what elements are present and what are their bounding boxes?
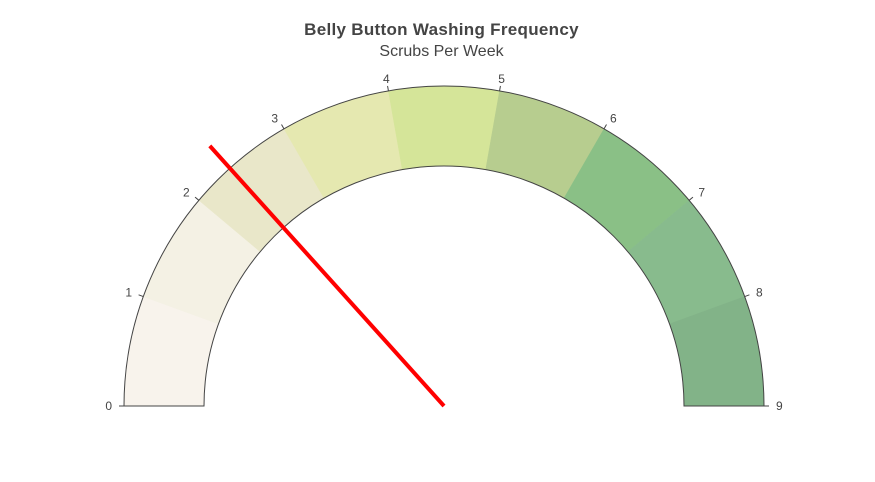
gauge-step-4 <box>388 85 500 170</box>
gauge-tick-label-0: 0 <box>105 399 112 413</box>
gauge-ticks: 0 1 2 3 4 5 6 7 8 9 <box>105 72 783 413</box>
gauge-tick-label-5: 5 <box>498 72 505 86</box>
gauge-tick-5 <box>499 85 501 91</box>
gauge-steps <box>123 85 765 407</box>
gauge-tick-label-4: 4 <box>383 72 390 86</box>
gauge-tick-label-9: 9 <box>776 399 783 413</box>
gauge-tick-label-2: 2 <box>183 186 190 200</box>
gauge-tick-label-8: 8 <box>756 285 763 299</box>
gauge-tick-1 <box>138 294 144 298</box>
gauge-needle-layer <box>208 144 446 408</box>
gauge-tick-label-7: 7 <box>698 186 705 200</box>
gauge-tick-label-1: 1 <box>125 285 132 299</box>
chart-subtitle: Scrubs Per Week <box>379 43 504 60</box>
gauge-needle <box>208 144 446 408</box>
chart-title: Belly Button Washing Frequency <box>304 20 579 39</box>
gauge-tick-4 <box>387 85 389 91</box>
gauge-tick-7 <box>688 196 694 201</box>
gauge-tick-3 <box>281 124 285 130</box>
gauge-tick-2 <box>194 196 200 201</box>
gauge-outline-path <box>123 85 765 407</box>
gauge-tick-label-3: 3 <box>271 111 278 125</box>
gauge-tick-6 <box>603 124 607 130</box>
gauge-outline <box>123 85 765 407</box>
gauge-tick-label-6: 6 <box>610 111 617 125</box>
gauge-tick-8 <box>744 294 750 298</box>
